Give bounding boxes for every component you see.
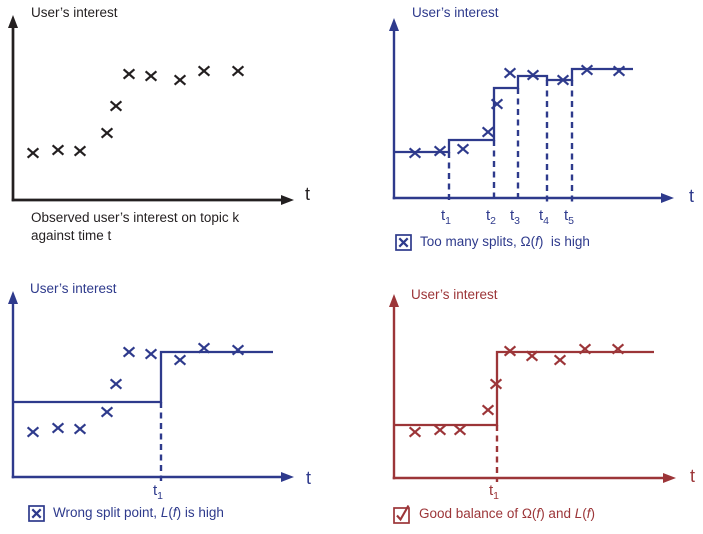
x-axis-label: t — [305, 184, 311, 204]
x-mark — [122, 346, 136, 358]
caption-observed: Observed user’s interest on topic k again… — [31, 209, 239, 245]
caption-text: Good balance of Ω(f) and L(f) — [419, 505, 595, 521]
x-mark — [526, 69, 540, 81]
wrong-split-step-chart: t1 — [8, 291, 294, 502]
x-axis-arrow-icon — [281, 195, 294, 205]
split-time-label: t5 — [564, 207, 574, 227]
x-mark — [100, 406, 114, 418]
split-time-label: t4 — [539, 207, 549, 227]
x-mark — [73, 423, 87, 435]
data-point-x-marks — [408, 64, 626, 159]
x-mark — [612, 65, 626, 77]
x-mark — [503, 345, 517, 357]
x-mark — [51, 422, 65, 434]
box-x-icon — [28, 504, 45, 522]
box-check-icon — [393, 504, 410, 524]
x-mark — [231, 344, 245, 356]
x-mark — [197, 342, 211, 354]
x-axis-arrow-icon — [281, 472, 294, 482]
caption-text: Observed user’s interest on topic k again… — [31, 210, 240, 244]
split-time-label: t1 — [153, 482, 163, 502]
x-axis-arrow-icon — [663, 473, 676, 483]
x-mark — [453, 424, 467, 436]
x-mark — [553, 354, 567, 366]
y-axis-arrow-icon — [8, 291, 18, 304]
x-axis-label: t — [690, 466, 696, 486]
x-mark — [51, 144, 65, 156]
split-time-label: t3 — [510, 207, 520, 227]
x-mark — [525, 350, 539, 362]
x-mark — [556, 74, 570, 86]
x-axis-label: t — [306, 468, 312, 488]
y-axis-arrow-icon — [389, 294, 399, 307]
y-axis-label: User’s interest — [412, 5, 499, 20]
caption-wrong-split: Wrong split point, L(f) is high — [28, 504, 224, 522]
panel-observed: User’s interest t Observed user’s intere… — [0, 0, 352, 267]
x-mark — [433, 424, 447, 436]
x-mark — [408, 426, 422, 438]
x-mark — [580, 64, 594, 76]
y-axis-label: User’s interest — [31, 5, 118, 20]
x-mark — [109, 100, 123, 112]
data-point-x-marks — [26, 65, 245, 159]
x-mark — [489, 378, 503, 390]
x-mark — [197, 65, 211, 77]
caption-text: Wrong split point, L(f) is high — [53, 505, 224, 520]
panel-wrong-split: t1 User’s interest t Wrong split point, … — [0, 267, 352, 534]
box-x-icon — [395, 233, 412, 251]
y-axis-arrow-icon — [8, 15, 18, 28]
x-axis-label: t — [689, 186, 695, 206]
x-mark — [408, 147, 422, 159]
x-mark — [73, 145, 87, 157]
x-mark — [503, 67, 517, 79]
y-axis-label: User’s interest — [30, 281, 117, 296]
x-mark — [122, 68, 136, 80]
observed-scatter-chart — [8, 15, 294, 205]
x-mark — [26, 426, 40, 438]
step-function-line — [394, 350, 654, 427]
y-axis-label: User’s interest — [411, 287, 498, 302]
x-mark — [109, 378, 123, 390]
too-many-splits-step-chart: t1 t2 t3 t4 t5 — [389, 18, 674, 227]
x-mark — [456, 143, 470, 155]
x-mark — [490, 98, 504, 110]
x-mark — [144, 70, 158, 82]
x-mark — [173, 354, 187, 366]
good-balance-step-chart: t1 — [389, 294, 676, 502]
x-mark — [481, 126, 495, 138]
data-point-x-marks — [408, 343, 625, 438]
x-mark — [433, 145, 447, 157]
x-mark — [100, 127, 114, 139]
data-point-x-marks — [26, 342, 245, 438]
step-function-line — [394, 67, 633, 154]
caption-too-many-splits: Too many splits, Ω(f) is high — [395, 233, 590, 251]
caption-text: Too many splits, Ω(f) is high — [420, 234, 590, 249]
panel-too-many-splits: t1 t2 t3 t4 t5 User’s interest t Too many sp… — [352, 0, 703, 267]
x-mark — [481, 404, 495, 416]
split-time-label: t1 — [489, 482, 499, 502]
x-mark — [26, 147, 40, 159]
x-mark — [578, 343, 592, 355]
panel-good-balance: t1 User’s interest t Good balance of Ω(f… — [352, 267, 703, 534]
x-mark — [173, 74, 187, 86]
x-mark — [144, 348, 158, 360]
x-mark — [231, 65, 245, 77]
split-time-label: t1 — [441, 207, 451, 227]
step-function-line — [13, 350, 273, 404]
y-axis-arrow-icon — [389, 18, 399, 31]
x-axis-arrow-icon — [661, 193, 674, 203]
split-time-label: t2 — [486, 207, 496, 227]
x-mark — [611, 343, 625, 355]
caption-good-balance: Good balance of Ω(f) and L(f) — [393, 504, 595, 524]
